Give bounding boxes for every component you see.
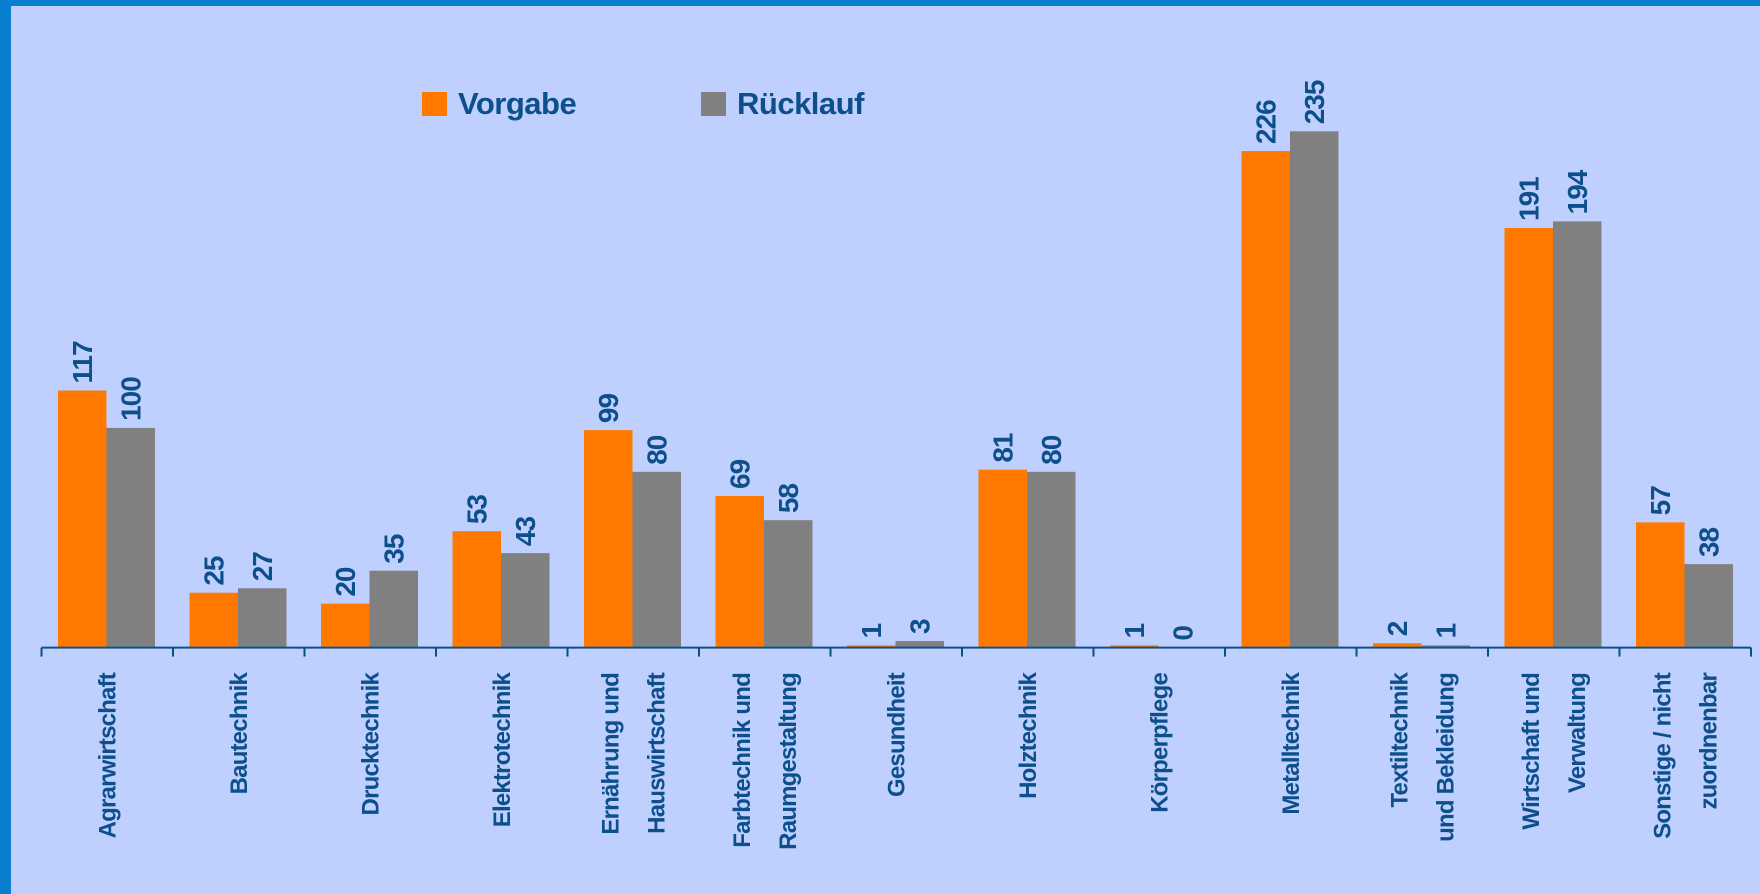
- value-label: 43: [510, 517, 541, 547]
- x-tick-label: Textiltechnik: [1386, 672, 1413, 808]
- x-tick-label: Ernährung und: [597, 673, 624, 835]
- bar: [1241, 151, 1290, 648]
- value-label: 81: [988, 433, 1019, 463]
- value-label: 2: [1382, 621, 1413, 636]
- bar: [1684, 564, 1733, 648]
- plot-background: [11, 6, 1760, 894]
- value-label: 20: [330, 567, 361, 597]
- bar: [1290, 131, 1339, 648]
- bar: [1110, 645, 1159, 648]
- bar: [1027, 471, 1076, 648]
- x-tick-label: und Bekleidung: [1432, 673, 1459, 842]
- bar: [1504, 227, 1553, 648]
- value-label: 194: [1562, 169, 1593, 214]
- x-tick-label: Holztechnik: [1015, 672, 1042, 799]
- value-label: 100: [116, 377, 147, 421]
- bar: [895, 641, 944, 648]
- value-label: 1: [856, 623, 887, 638]
- legend-swatch: [422, 92, 447, 116]
- x-tick-label: Elektrotechnik: [489, 672, 516, 828]
- value-label: 117: [67, 341, 98, 384]
- value-label: 35: [379, 534, 410, 564]
- bar: [1421, 645, 1470, 648]
- bar: [106, 427, 155, 648]
- bar: [238, 588, 287, 648]
- x-tick-label: Metalltechnik: [1278, 672, 1305, 815]
- bar: [321, 603, 370, 648]
- value-label: 235: [1299, 80, 1330, 124]
- value-label: 58: [773, 484, 804, 514]
- x-tick-label: Raumgestaltung: [775, 673, 802, 850]
- x-tick-label: Agrarwirtschaft: [94, 672, 121, 838]
- x-tick-label: Drucktechnik: [357, 672, 384, 816]
- value-label: 27: [247, 552, 278, 582]
- value-label: 25: [199, 556, 230, 586]
- bar: [1553, 221, 1602, 648]
- value-label: 1: [1119, 623, 1150, 638]
- bar: [1636, 522, 1685, 648]
- bar: [632, 471, 681, 648]
- value-label: 57: [1645, 486, 1676, 516]
- bar: [501, 553, 550, 648]
- value-label: 80: [1036, 435, 1067, 465]
- value-label: 226: [1251, 100, 1282, 144]
- bar: [584, 430, 633, 648]
- legend-label: Vorgabe: [458, 86, 576, 121]
- x-tick-label: Hauswirtschaft: [643, 672, 670, 834]
- legend-swatch: [701, 92, 726, 116]
- x-tick-label: Sonstige / nicht: [1649, 672, 1676, 839]
- value-label: 0: [1168, 626, 1199, 641]
- bar: [58, 390, 107, 648]
- bar: [189, 592, 238, 648]
- value-label: 191: [1514, 177, 1545, 221]
- bar: [847, 645, 896, 648]
- value-label: 3: [905, 619, 936, 634]
- bar: [978, 469, 1027, 648]
- bar: [452, 531, 501, 648]
- bar: [369, 570, 418, 648]
- bar: [764, 520, 813, 648]
- x-tick-label: Verwaltung: [1564, 673, 1591, 793]
- value-label: 38: [1694, 528, 1725, 558]
- x-tick-label: Wirtschaft und: [1518, 673, 1545, 830]
- x-tick-label: Körperpflege: [1146, 673, 1173, 813]
- legend-label: Rücklauf: [737, 86, 865, 121]
- x-tick-label: Bautechnik: [226, 672, 253, 795]
- bar: [1373, 643, 1422, 648]
- x-tick-label: zuordnenbar: [1695, 673, 1722, 810]
- x-tick-label: Gesundheit: [883, 672, 910, 797]
- value-label: 69: [725, 459, 756, 489]
- value-label: 99: [593, 394, 624, 424]
- bar: [715, 496, 764, 648]
- value-label: 80: [642, 435, 673, 465]
- value-label: 53: [462, 495, 493, 525]
- x-tick-label: Farbtechnik und: [729, 673, 756, 848]
- value-label: 1: [1431, 623, 1462, 638]
